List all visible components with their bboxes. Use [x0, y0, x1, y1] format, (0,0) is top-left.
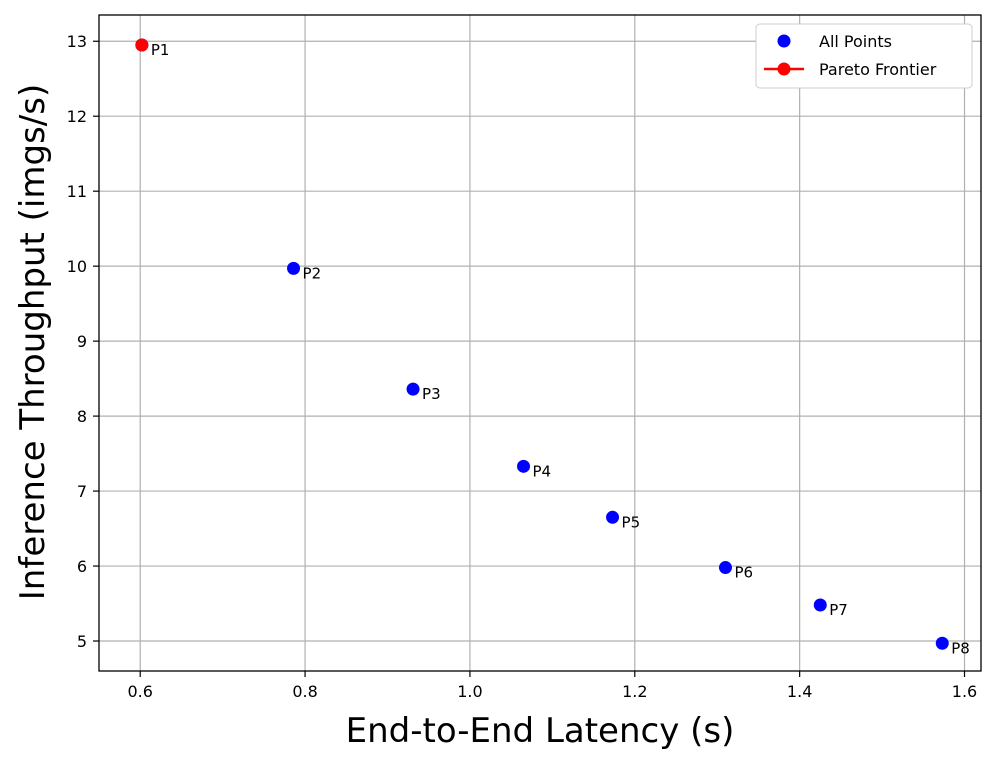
point-label-p1: P1: [151, 41, 170, 59]
point-label-p6: P6: [734, 564, 753, 582]
point-label-p8: P8: [951, 639, 970, 657]
legend-box: [755, 23, 973, 89]
y-tick-label: 8: [77, 407, 87, 426]
data-point-p6: [718, 561, 732, 575]
x-tick-label: 1.0: [457, 682, 482, 701]
x-tick-label: 1.2: [622, 682, 647, 701]
y-tick-label: 13: [67, 32, 87, 51]
y-axis-label: Inference Throughput (imgs/s): [13, 84, 53, 600]
legend: All Points Pareto Frontier: [755, 23, 973, 89]
x-tick-label: 1.4: [787, 682, 812, 701]
x-tick-label: 0.8: [292, 682, 317, 701]
data-point-p2: [287, 261, 301, 275]
data-point-p3: [406, 382, 420, 396]
x-axis-label: End-to-End Latency (s): [346, 711, 735, 751]
data-point-p5: [606, 510, 620, 524]
legend-marker-all-points: [777, 34, 791, 48]
point-label-p4: P4: [533, 462, 552, 480]
y-tick-label: 6: [77, 557, 87, 576]
y-axis-ticks: 5 6 7 8 9 10 11 12 13: [67, 32, 99, 651]
y-tick-label: 10: [67, 257, 87, 276]
y-tick-label: 12: [67, 107, 87, 126]
pareto-point: [135, 38, 149, 52]
plot-frame: [98, 14, 982, 672]
x-axis-ticks: 0.6 0.8 1.0 1.2 1.4 1.6: [127, 671, 977, 701]
data-points: P1 P2 P3 P4 P5 P6 P7 P8: [135, 38, 970, 657]
legend-marker-pareto-frontier: [777, 62, 791, 76]
point-label-p3: P3: [422, 385, 441, 403]
y-tick-label: 7: [77, 482, 87, 501]
x-tick-label: 1.6: [952, 682, 977, 701]
y-tick-label: 5: [77, 632, 87, 651]
data-point-p8: [935, 636, 949, 650]
data-point-p7: [813, 598, 827, 612]
point-label-p5: P5: [622, 513, 641, 531]
y-tick-label: 11: [67, 182, 87, 201]
x-tick-label: 0.6: [127, 682, 152, 701]
point-label-p7: P7: [829, 601, 848, 619]
point-label-p2: P2: [303, 264, 322, 282]
legend-label-pareto-frontier: Pareto Frontier: [819, 60, 937, 79]
data-point-p4: [517, 459, 531, 473]
legend-label-all-points: All Points: [819, 32, 892, 51]
grid: [99, 15, 981, 671]
y-tick-label: 9: [77, 332, 87, 351]
